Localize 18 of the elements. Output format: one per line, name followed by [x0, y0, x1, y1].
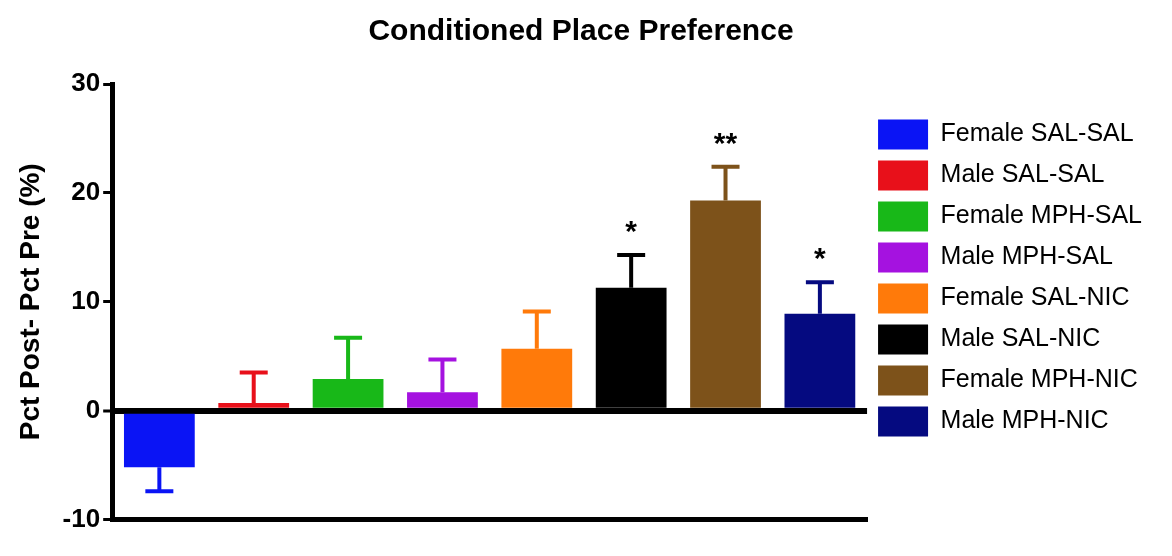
data-label: ** [713, 125, 738, 159]
legend-label: Male SAL-SAL [940, 159, 1105, 188]
y-tick-label: 10 [71, 284, 101, 315]
legend-label: Male MPH-NIC [940, 405, 1109, 434]
data-label: * [625, 213, 638, 247]
legend-label: Female SAL-NIC [940, 282, 1130, 311]
y-axis-title: Pct Post- Pct Pre (%) [13, 163, 45, 441]
data-label: * [814, 241, 827, 275]
legend-label: Male SAL-NIC [940, 323, 1101, 352]
legend-label: Female SAL-SAL [940, 118, 1134, 147]
y-tick-label: -10 [62, 502, 101, 533]
legend-label: Male MPH-SAL [940, 241, 1113, 270]
y-tick-label: 20 [71, 176, 101, 207]
y-tick-label: 30 [71, 67, 101, 98]
y-tick-label: 0 [85, 393, 101, 424]
legend-label: Female MPH-NIC [940, 364, 1138, 393]
legend-label: Female MPH-SAL [940, 200, 1143, 229]
chart-title: Conditioned Place Preference [368, 13, 794, 47]
